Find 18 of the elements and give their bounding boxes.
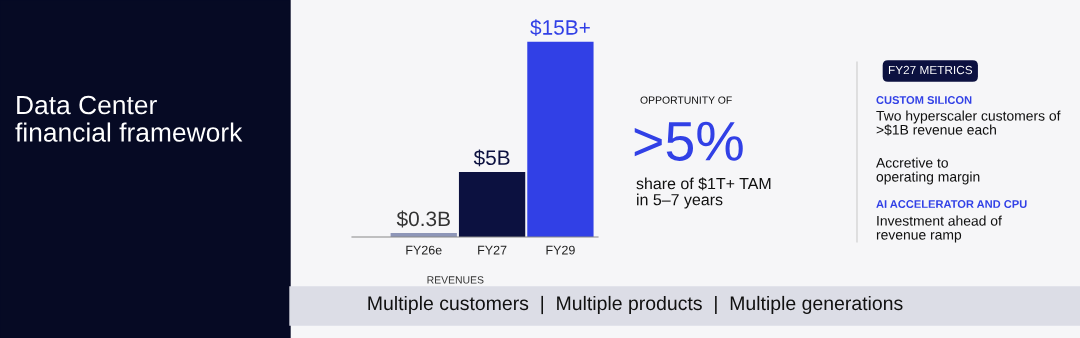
text: Investment ahead of revenue ramp <box>876 215 1002 243</box>
x-tick-label: FY27 <box>478 245 507 255</box>
text: AI ACCELERATOR AND CPU <box>876 200 1027 208</box>
text: >5% <box>634 121 743 161</box>
data-label: $5B <box>473 149 510 167</box>
data-label: $0.3B <box>396 210 450 228</box>
data-label: $15B+ <box>530 19 590 37</box>
x-axis-title: REVENUES <box>427 276 484 284</box>
text: FY27 METRICS <box>888 65 973 75</box>
x-tick-label: FY29 <box>546 245 575 255</box>
text: share of $1T+ TAM in 5–7 years <box>636 177 771 209</box>
text: Accretive to operating margin <box>876 157 980 185</box>
text: Data Center financial framework <box>15 95 243 142</box>
text: Two hyperscaler customers of >$1B revenue each <box>876 110 1061 136</box>
text: Multiple customers | Multiple products | Multiple generations <box>368 295 903 315</box>
text: OPPORTUNITY OF <box>640 96 732 104</box>
text: CUSTOM SILICON <box>876 96 972 104</box>
x-tick-label: FY26e <box>406 245 442 255</box>
